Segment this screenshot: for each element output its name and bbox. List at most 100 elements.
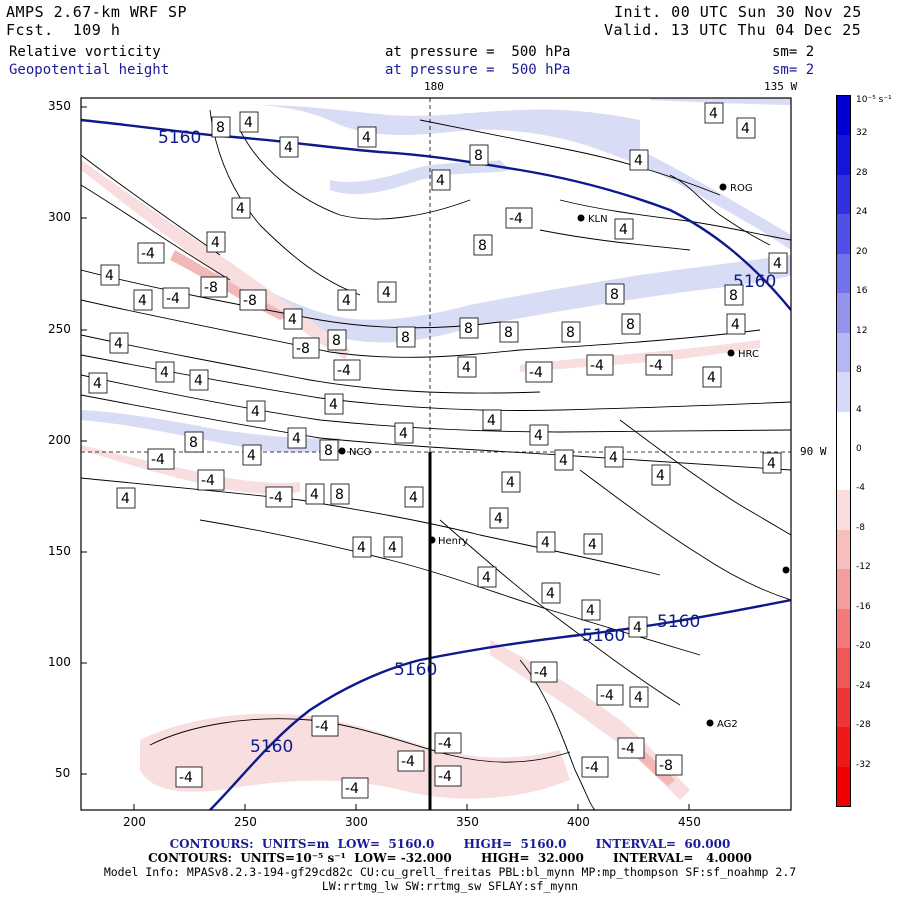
height-label: 5160 bbox=[582, 626, 625, 646]
y-tick-label: 200 bbox=[48, 433, 71, 447]
vort-label-box: -8 bbox=[239, 289, 267, 311]
svg-text:4: 4 bbox=[656, 468, 665, 484]
vort-label-box: 4 bbox=[357, 126, 377, 148]
svg-text:4: 4 bbox=[382, 285, 391, 301]
field2-name: Geopotential height bbox=[9, 62, 170, 78]
positive-vorticity-area bbox=[330, 160, 510, 195]
svg-text:8: 8 bbox=[610, 287, 619, 303]
svg-text:-4: -4 bbox=[509, 211, 523, 227]
vorticity-contour-line bbox=[519, 659, 596, 810]
colorbar-segment bbox=[837, 332, 850, 373]
footer-contours-height: CONTOURS: UNITS=m LOW= 5160.0 HIGH= 5160… bbox=[169, 837, 731, 851]
svg-text:4: 4 bbox=[288, 312, 297, 328]
svg-text:-4: -4 bbox=[438, 769, 452, 785]
svg-text:4: 4 bbox=[633, 620, 642, 636]
svg-text:8: 8 bbox=[626, 317, 635, 333]
vort-label-box: 8 bbox=[561, 321, 581, 343]
vorticity-field bbox=[81, 98, 791, 810]
svg-text:-4: -4 bbox=[151, 452, 165, 468]
colorbar-segment bbox=[837, 490, 850, 531]
vorticity-contour-line bbox=[81, 477, 661, 576]
vort-label-box: 4 bbox=[109, 332, 129, 354]
vort-label-box: -4 bbox=[137, 242, 165, 264]
svg-text:-4: -4 bbox=[166, 291, 180, 307]
vorticity-contour-line bbox=[209, 109, 361, 296]
svg-text:-4: -4 bbox=[141, 246, 155, 262]
vort-label-box: -8 bbox=[655, 754, 683, 776]
vort-label-box: 4 bbox=[242, 444, 262, 466]
svg-text:4: 4 bbox=[244, 115, 253, 131]
vort-label-box: 4 bbox=[726, 313, 746, 335]
vort-label-box: 4 bbox=[189, 369, 209, 391]
height-contour-5160-south bbox=[209, 598, 791, 810]
height-labels: 5160 5160 5160 5160 5160 5160 bbox=[158, 128, 776, 757]
svg-text:-4: -4 bbox=[585, 760, 599, 776]
x-tick-label: 400 bbox=[567, 815, 590, 829]
vort-label-box: 4 bbox=[404, 486, 424, 508]
svg-text:4: 4 bbox=[534, 428, 543, 444]
svg-text:4: 4 bbox=[409, 490, 418, 506]
station-label-hrc: HRC bbox=[738, 349, 759, 360]
svg-text:8: 8 bbox=[189, 435, 198, 451]
svg-text:-4: -4 bbox=[337, 363, 351, 379]
vort-label-box: 4 bbox=[100, 264, 120, 286]
vort-label-box: 4 bbox=[116, 487, 136, 509]
svg-text:4: 4 bbox=[588, 537, 597, 553]
colorbar-tick-label: 16 bbox=[856, 286, 868, 297]
vort-label-box: 4 bbox=[529, 424, 549, 446]
vort-label-box: 8 bbox=[184, 431, 204, 453]
field1-level: at pressure = 500 hPa bbox=[385, 44, 571, 60]
vort-label-box: -4 bbox=[434, 765, 462, 787]
svg-text:4: 4 bbox=[93, 376, 102, 392]
colorbar-segment bbox=[837, 766, 850, 807]
map-background bbox=[81, 98, 791, 810]
svg-text:4: 4 bbox=[767, 456, 776, 472]
station-marker-kln bbox=[577, 214, 585, 222]
axis-ticks bbox=[81, 106, 690, 810]
y-tick-label: 350 bbox=[48, 99, 71, 113]
colorbar-segment bbox=[837, 135, 850, 176]
vort-label-box: -4 bbox=[333, 359, 361, 381]
colorbar-tick-label: -28 bbox=[856, 720, 871, 731]
vort-label-box: -4 bbox=[397, 750, 425, 772]
vort-label-box: -4 bbox=[525, 361, 553, 383]
vort-label-box: 4 bbox=[324, 393, 344, 415]
vorticity-contour-line bbox=[81, 269, 501, 329]
svg-text:4: 4 bbox=[329, 397, 338, 413]
vort-label-box: 4 bbox=[477, 566, 497, 588]
vort-label-box: -4 bbox=[434, 732, 462, 754]
svg-text:-8: -8 bbox=[204, 280, 218, 296]
station-marker-rog bbox=[719, 183, 727, 191]
svg-text:-4: -4 bbox=[401, 754, 415, 770]
latitude-label-90w: 90 W bbox=[800, 445, 827, 458]
positive-vorticity-band bbox=[215, 255, 791, 343]
vort-label-box: 8 bbox=[724, 284, 744, 306]
svg-text:4: 4 bbox=[138, 293, 147, 309]
vort-label-box: 4 bbox=[702, 366, 722, 388]
station-marker-hrc bbox=[727, 349, 735, 357]
x-tick-label: 300 bbox=[345, 815, 368, 829]
vorticity-contour-line bbox=[619, 419, 791, 536]
svg-text:4: 4 bbox=[619, 222, 628, 238]
vort-label-box: -4 bbox=[197, 469, 225, 491]
svg-text:8: 8 bbox=[332, 333, 341, 349]
vorticity-contour-line bbox=[81, 184, 231, 281]
vort-label-box: 4 bbox=[431, 169, 451, 191]
colorbar-tick-label: -16 bbox=[856, 601, 871, 612]
vort-label-box: 8 bbox=[621, 313, 641, 335]
colorbar-tick-label: -20 bbox=[856, 641, 871, 652]
colorbar-segment bbox=[837, 529, 850, 570]
vort-label-box: 4 bbox=[279, 136, 299, 158]
vort-label-box: 4 bbox=[482, 409, 502, 431]
vort-label-box: 4 bbox=[536, 531, 556, 553]
vort-label-box: 8 bbox=[469, 144, 489, 166]
negative-vorticity-area bbox=[81, 445, 300, 495]
vort-label-box: 4 bbox=[287, 427, 307, 449]
svg-text:4: 4 bbox=[292, 431, 301, 447]
vort-label-box: 4 bbox=[604, 446, 624, 468]
colorbar-segment bbox=[837, 293, 850, 334]
positive-vorticity-area bbox=[81, 410, 340, 453]
svg-text:8: 8 bbox=[504, 325, 513, 341]
colorbar-tick-label: -12 bbox=[856, 562, 871, 573]
colorbar-segment bbox=[837, 727, 850, 768]
